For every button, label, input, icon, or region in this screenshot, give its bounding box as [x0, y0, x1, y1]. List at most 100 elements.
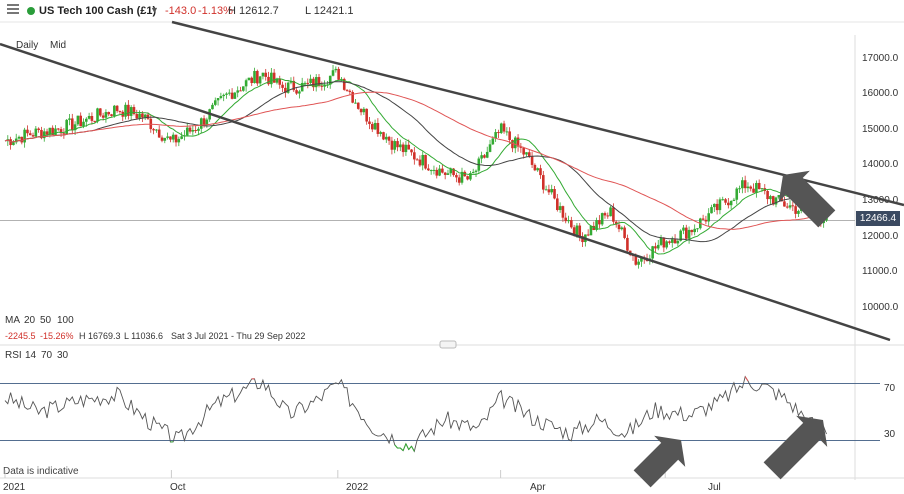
rsi-oversold-segment: [402, 443, 407, 451]
candle-body: [160, 137, 164, 141]
candle-body: [141, 113, 144, 118]
candle-body: [707, 213, 711, 222]
candle-body: [93, 120, 97, 122]
ma-legend-label[interactable]: MA: [5, 315, 20, 326]
rsi-oversold-segment: [411, 445, 415, 452]
candle-body: [328, 75, 332, 85]
candle-body: [295, 90, 298, 94]
y-tick-label: 16000.0: [862, 88, 899, 99]
chevron-down-icon[interactable]: ▼: [150, 5, 159, 15]
menu-icon[interactable]: [7, 4, 19, 14]
candle-body: [230, 92, 234, 99]
candle-body: [418, 159, 422, 166]
candle-body: [127, 104, 130, 116]
candle-body: [194, 130, 197, 132]
candle-body: [757, 182, 761, 190]
candle-body: [704, 219, 708, 222]
price-change-percent: -1.13%: [198, 5, 233, 17]
candle-body: [443, 172, 447, 175]
candle-body: [547, 189, 551, 193]
candle-body: [637, 261, 640, 265]
candle-body: [743, 180, 747, 189]
candle-body: [427, 168, 430, 171]
candle-body: [679, 230, 682, 241]
y-tick-label: 12000.0: [862, 231, 899, 242]
candle-body: [541, 175, 545, 190]
candle-body: [614, 221, 618, 225]
candle-body: [527, 152, 531, 157]
candle-body: [561, 206, 565, 218]
candle-body: [480, 155, 483, 159]
candle-body: [738, 188, 741, 190]
candle-body: [56, 128, 60, 130]
candle-body: [382, 132, 385, 140]
candle-body: [267, 76, 270, 85]
candle-body: [710, 207, 713, 214]
candle-body: [118, 111, 122, 113]
candle-body: [536, 168, 539, 171]
candle-body: [174, 134, 178, 143]
candle-body: [497, 132, 500, 134]
candle-body: [771, 196, 775, 205]
candle-body: [797, 210, 800, 214]
candle-body: [317, 77, 321, 86]
y-tick-label: 11000.0: [862, 266, 898, 277]
period-change: -2245.5: [5, 331, 36, 341]
candle-body: [788, 205, 792, 208]
candle-body: [539, 168, 542, 176]
timeframe-mid[interactable]: Mid: [50, 40, 67, 51]
candle-body: [163, 137, 167, 141]
candle-body: [314, 77, 318, 88]
pane-resize-handle-icon[interactable]: [439, 340, 457, 349]
candle-body: [471, 171, 475, 174]
rsi-legend-label[interactable]: RSI: [5, 350, 22, 361]
candle-body: [578, 225, 582, 237]
candle-body: [640, 257, 643, 262]
candle-body: [732, 199, 736, 201]
x-tick-label: Jul: [708, 482, 721, 493]
candle-body: [20, 136, 24, 143]
candle-body: [696, 228, 699, 230]
rsi-tick-70: 70: [884, 383, 896, 394]
rsi-tick-30: 30: [884, 429, 896, 440]
candle-body: [62, 133, 66, 135]
instrument-name[interactable]: US Tech 100 Cash (£1): [39, 5, 157, 17]
candle-body: [292, 80, 296, 91]
disclaimer: Data is indicative: [3, 466, 79, 477]
candle-body: [399, 144, 402, 148]
candle-body: [516, 137, 520, 147]
candle-body: [718, 199, 722, 211]
candle-body: [455, 175, 458, 178]
candle-body: [741, 180, 744, 189]
ma-50-line: [4, 81, 827, 243]
candle-body: [115, 105, 119, 112]
candle-body: [701, 218, 705, 220]
candle-body: [70, 118, 74, 131]
ma-100-line: [4, 91, 827, 230]
candle-body: [59, 129, 63, 134]
ma-20-line: [4, 78, 827, 255]
candle-body: [376, 122, 380, 134]
candle-body: [488, 144, 492, 152]
candle-body: [556, 198, 559, 211]
candle-body: [180, 136, 183, 139]
candle-body: [205, 119, 209, 125]
candle-body: [303, 82, 307, 84]
candle-body: [354, 102, 357, 104]
candle-body: [261, 72, 265, 77]
candle-body: [76, 115, 80, 125]
annotation-arrow-down-icon: [778, 170, 836, 228]
candle-body: [48, 127, 52, 135]
candle-body: [370, 124, 374, 130]
candle-body: [407, 144, 411, 150]
candle-body: [169, 136, 172, 140]
candle-body: [572, 227, 576, 236]
candle-body: [227, 92, 231, 94]
candle-body: [68, 118, 71, 120]
annotation-arrow-up-right-icon-shape: [763, 415, 828, 480]
timeframe-daily[interactable]: Daily: [16, 40, 39, 51]
period-high: H 16769.3: [79, 331, 121, 341]
candle-body: [654, 246, 657, 249]
candle-body: [567, 220, 570, 222]
